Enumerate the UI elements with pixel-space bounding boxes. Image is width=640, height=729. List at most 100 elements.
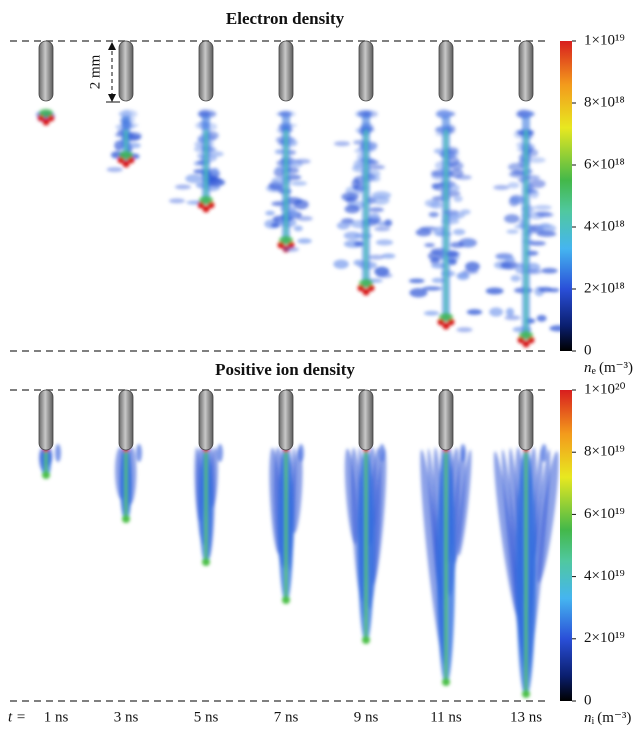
head-glow: [439, 313, 453, 321]
blob: [505, 257, 516, 263]
blob: [337, 222, 350, 230]
figure: Electron density Positive ion density 2 …: [0, 0, 640, 729]
blob: [291, 181, 307, 186]
blob: [506, 308, 514, 316]
blob: [548, 288, 559, 292]
blob: [369, 165, 385, 170]
blob: [537, 231, 556, 237]
core: [525, 130, 528, 340]
time-prefix: t =: [8, 709, 26, 725]
end: [42, 471, 50, 479]
side-blob: [374, 226, 390, 231]
colorbar-label: ni(m⁻³): [584, 710, 631, 727]
blob: [376, 239, 393, 245]
head-glow: [199, 196, 213, 204]
colorbar-tick-label: 1×10²⁰: [584, 381, 625, 397]
electron-streamer: [333, 110, 395, 296]
electrode: [119, 390, 133, 450]
electrode: [119, 41, 133, 101]
electrode: [359, 41, 373, 101]
electrode: [279, 41, 293, 101]
colorbar-tick-label: 8×10¹⁹: [584, 444, 625, 460]
end: [282, 596, 290, 604]
end: [522, 690, 530, 698]
electron-streamer: [169, 109, 225, 212]
electrode: [359, 390, 373, 450]
side-sheath: [460, 444, 466, 462]
ion-streamer: [490, 444, 563, 698]
side-blob: [334, 141, 350, 146]
electron-streamer: [409, 109, 482, 332]
blob: [369, 207, 384, 212]
blob: [508, 182, 520, 188]
electrode: [439, 390, 453, 450]
electrode: [439, 41, 453, 101]
electrode: [39, 41, 53, 101]
core: [205, 130, 208, 205]
colorbars: 1×10¹⁹8×10¹⁸6×10¹⁸4×10¹⁸2×10¹⁸0ne(m⁻³)1×…: [560, 32, 633, 727]
blob: [537, 315, 547, 322]
blob: [534, 205, 552, 210]
ion-streamer: [193, 444, 223, 566]
head-glow: [119, 151, 133, 159]
scale-bar: 2 mm: [87, 42, 120, 102]
end: [362, 636, 370, 644]
blob: [529, 241, 546, 246]
time-label: 1 ns: [44, 709, 69, 725]
blob: [369, 213, 380, 221]
symbol: n: [584, 360, 592, 376]
subscript: e: [592, 366, 597, 377]
blob: [371, 175, 381, 181]
electrode: [519, 41, 533, 101]
head-glow: [519, 331, 533, 339]
end: [122, 515, 130, 523]
head-glow: [359, 279, 373, 287]
blob: [504, 214, 520, 223]
electrode: [199, 390, 213, 450]
time-label: 5 ns: [194, 709, 219, 725]
blob: [341, 192, 358, 201]
blob: [297, 238, 312, 243]
panel-title: Positive ion density: [215, 360, 355, 379]
head-glow: [279, 236, 293, 244]
side-blob: [376, 273, 392, 278]
blob: [460, 209, 470, 215]
side-blob: [169, 198, 185, 203]
core: [365, 130, 368, 288]
blob: [271, 223, 280, 227]
blob: [409, 279, 425, 284]
colorbar-tick-label: 1×10¹⁹: [584, 32, 625, 48]
symbol: n: [584, 710, 592, 726]
side-blob: [456, 327, 472, 332]
colorbar-tick-label: 0: [584, 692, 592, 708]
blob: [372, 191, 392, 199]
side-sheath: [541, 444, 547, 462]
electron-streamer: [107, 109, 142, 172]
blob: [345, 205, 360, 213]
ion-streamer: [416, 444, 474, 686]
ion-streamer: [267, 444, 304, 604]
time-label: 3 ns: [114, 709, 139, 725]
side-blob: [462, 269, 478, 274]
side-blob: [444, 251, 460, 256]
blob: [529, 179, 546, 188]
blob: [424, 311, 439, 316]
side-blob: [456, 175, 472, 180]
colorbar-tick-label: 4×10¹⁹: [584, 568, 625, 584]
blob: [430, 201, 443, 209]
side-blob: [368, 255, 384, 260]
blob: [528, 157, 546, 163]
ion-streamer: [342, 444, 389, 644]
time-label: 13 ns: [510, 709, 542, 725]
side-blob: [524, 175, 540, 180]
scale-label: 2 mm: [87, 54, 103, 89]
blob: [463, 239, 474, 247]
blob: [453, 229, 465, 235]
electron-streamer: [486, 110, 567, 348]
blob: [506, 229, 518, 233]
subscript: i: [592, 716, 595, 727]
blob: [416, 229, 432, 237]
electrode: [39, 390, 53, 450]
side-sheath: [217, 444, 223, 462]
blob: [529, 189, 539, 198]
